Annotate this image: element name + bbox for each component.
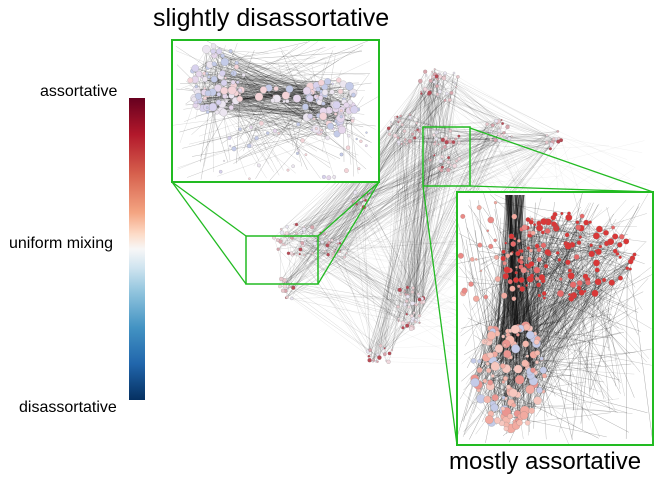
mostly-assortative-title: mostly assortative (449, 448, 642, 475)
source-frame-disassortative (245, 235, 319, 285)
source-frame-assortative (422, 126, 471, 187)
zoom-panel-assortative (457, 192, 653, 445)
assortativity-colorbar (129, 98, 145, 400)
zoom-panel-assortative-bg (457, 192, 653, 445)
slightly-disassortative-title: slightly disassortative (153, 4, 390, 32)
zoom-panel-disassortative-frame (171, 39, 380, 183)
colorbar-uniform-mixing-label: uniform mixing (9, 235, 114, 252)
colorbar-disassortative-label: disassortative (19, 399, 117, 416)
zoom-panel-assortative-frame (456, 191, 654, 446)
colorbar-assortative-label: assortative (40, 83, 118, 100)
zoom-panel-disassortative (172, 40, 379, 181)
